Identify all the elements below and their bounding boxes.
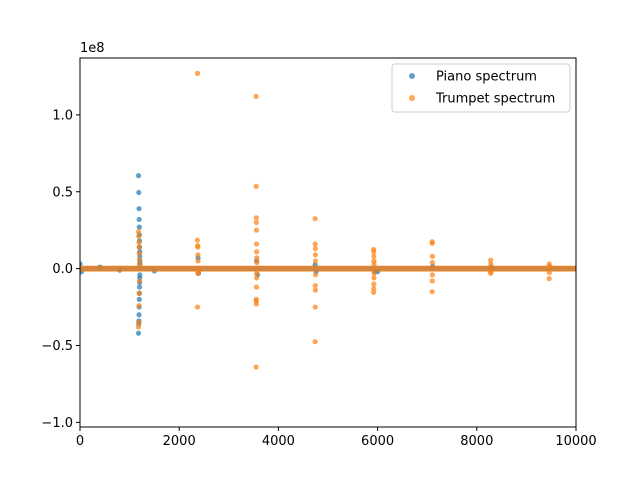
x-tick-label: 2000 bbox=[163, 434, 196, 449]
y-offset-text: 1e8 bbox=[80, 41, 105, 56]
data-point bbox=[371, 270, 377, 276]
data-point bbox=[254, 259, 260, 266]
plot-frame bbox=[79, 57, 577, 428]
data-point bbox=[429, 259, 436, 266]
data-point bbox=[312, 241, 318, 247]
data-point bbox=[254, 270, 260, 276]
data-point bbox=[136, 233, 142, 239]
series-trumpet bbox=[80, 70, 576, 370]
data-point bbox=[194, 237, 200, 243]
x-tick-label: 8000 bbox=[460, 434, 493, 449]
x-axis: 0 2000 4000 6000 8000 10000 bbox=[76, 427, 597, 449]
data-point bbox=[253, 301, 259, 307]
data-point bbox=[136, 290, 142, 296]
data-point bbox=[488, 257, 494, 263]
data-point bbox=[253, 284, 260, 290]
data-point bbox=[194, 304, 201, 310]
legend-label-trumpet: Trumpet spectrum bbox=[435, 92, 555, 107]
data-point bbox=[371, 281, 377, 287]
data-point bbox=[136, 302, 142, 309]
data-point bbox=[253, 93, 259, 100]
y-tick-label: 0.0 bbox=[52, 262, 73, 277]
data-point bbox=[312, 258, 319, 264]
data-point bbox=[253, 183, 259, 189]
data-point bbox=[136, 319, 142, 326]
data-point bbox=[195, 258, 201, 264]
data-point bbox=[488, 261, 494, 267]
data-point bbox=[546, 269, 552, 276]
data-point bbox=[80, 261, 83, 267]
y-tick-label: −1.0 bbox=[41, 416, 73, 431]
data-point bbox=[371, 261, 377, 267]
x-tick-label: 0 bbox=[76, 434, 84, 449]
data-point bbox=[136, 296, 142, 302]
data-point bbox=[312, 272, 319, 278]
data-point bbox=[135, 324, 142, 330]
data-point bbox=[136, 261, 143, 267]
data-point bbox=[136, 250, 142, 256]
data-point bbox=[136, 312, 142, 318]
y-axis: −1.0 −0.5 0.0 0.5 1.0 bbox=[41, 108, 80, 431]
data-point bbox=[312, 339, 318, 345]
data-point bbox=[371, 249, 377, 255]
data-point bbox=[429, 289, 435, 295]
data-point bbox=[136, 278, 143, 284]
x-tick-label: 6000 bbox=[361, 434, 394, 449]
legend-label-piano: Piano spectrum bbox=[436, 70, 537, 85]
data-point bbox=[312, 246, 318, 252]
data-point bbox=[253, 241, 260, 247]
data-point bbox=[253, 215, 259, 221]
data-point bbox=[429, 253, 435, 259]
y-tick-label: 1.0 bbox=[52, 108, 73, 123]
data-point bbox=[136, 256, 143, 263]
data-point bbox=[312, 287, 319, 293]
data-point bbox=[312, 216, 318, 222]
data-point bbox=[253, 275, 260, 281]
data-point bbox=[136, 224, 142, 230]
legend-box bbox=[391, 63, 571, 113]
data-point bbox=[254, 249, 260, 255]
data-point bbox=[136, 244, 142, 250]
data-point bbox=[253, 219, 259, 226]
data-point bbox=[371, 286, 377, 292]
y-tick-label: 0.5 bbox=[52, 185, 73, 200]
data-point bbox=[546, 276, 552, 282]
data-point bbox=[136, 189, 142, 196]
data-point bbox=[253, 364, 259, 370]
data-point bbox=[429, 240, 435, 246]
legend-marker-piano bbox=[409, 73, 415, 79]
x-tick-label: 4000 bbox=[262, 434, 295, 449]
data-point bbox=[253, 227, 260, 233]
x-tick-label: 10000 bbox=[555, 434, 596, 449]
data-point bbox=[312, 282, 318, 289]
data-point bbox=[195, 244, 201, 250]
data-point bbox=[371, 275, 377, 281]
data-point bbox=[136, 216, 142, 223]
data-point bbox=[253, 296, 259, 302]
data-point bbox=[135, 229, 142, 235]
legend-marker-trumpet bbox=[409, 95, 415, 101]
data-point bbox=[135, 173, 142, 179]
data-point bbox=[429, 272, 435, 278]
data-point bbox=[195, 252, 201, 258]
y-tick-label: −0.5 bbox=[41, 339, 73, 354]
data-point bbox=[194, 70, 201, 76]
data-point bbox=[195, 269, 201, 275]
data-point bbox=[371, 253, 377, 259]
data-point bbox=[136, 239, 142, 246]
data-point bbox=[312, 252, 319, 258]
data-point bbox=[546, 263, 552, 269]
legend: Piano spectrum Trumpet spectrum bbox=[391, 63, 571, 113]
data-point bbox=[135, 330, 142, 336]
series-layer bbox=[80, 70, 576, 370]
data-point bbox=[137, 272, 143, 278]
data-point bbox=[312, 304, 318, 310]
data-point bbox=[371, 289, 377, 296]
data-point bbox=[254, 255, 260, 261]
data-point bbox=[136, 284, 143, 290]
data-point bbox=[136, 206, 142, 212]
data-point bbox=[488, 269, 494, 275]
data-point bbox=[429, 278, 435, 284]
